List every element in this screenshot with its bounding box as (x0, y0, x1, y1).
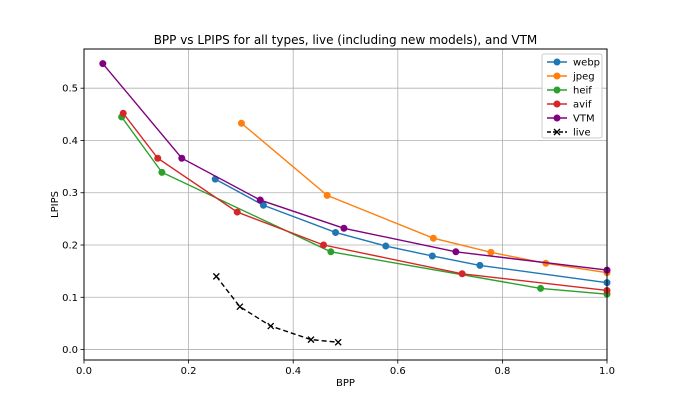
data-point-webp (476, 261, 484, 269)
data-point-live (212, 272, 220, 280)
legend-item-avif: avif (547, 100, 592, 111)
legend-label-live: live (573, 128, 591, 139)
data-point-live (307, 336, 315, 344)
data-point-vtm (340, 224, 348, 232)
data-point-jpeg (487, 248, 495, 256)
legend-item-jpeg: jpeg (547, 72, 595, 83)
legend-marker-jpeg (553, 72, 561, 80)
data-point-jpeg (429, 234, 437, 242)
legend-items: webp jpeg heif avif VTM live (547, 58, 600, 139)
data-point-heif (327, 248, 335, 256)
data-point-webp (259, 201, 267, 209)
legend-marker-avif (553, 100, 561, 108)
series-line-avif (122, 112, 608, 292)
data-point-live-stroke-b (267, 322, 275, 330)
series-line-live (215, 275, 339, 343)
x-tick-label: 0.2 (181, 366, 197, 377)
x-tick-label: 0.4 (285, 366, 301, 377)
legend-marker-vtm (553, 114, 561, 122)
data-point-live (334, 338, 342, 346)
series-line-webp (214, 178, 608, 284)
x-tick-label: 0.8 (494, 366, 510, 377)
x-axis-label: BPP (336, 378, 355, 389)
data-point-live (236, 303, 244, 311)
y-tick-label: 0.3 (62, 188, 78, 199)
x-axis-ticks: 0.0 0.2 0.4 0.6 0.8 1.0 (76, 360, 615, 377)
y-axis-label: LPIPS (50, 191, 61, 218)
data-point-avif (119, 109, 127, 117)
legend-label-webp: webp (573, 58, 600, 69)
series-line-heif (121, 116, 608, 295)
legend-label-jpeg: jpeg (572, 72, 595, 83)
series-line-jpeg (240, 122, 608, 274)
series-avif (119, 109, 611, 294)
data-point-avif (233, 208, 241, 216)
data-point-webp (382, 242, 390, 250)
y-tick-label: 0.1 (62, 293, 78, 304)
data-point-vtm (256, 196, 264, 204)
series-jpeg (237, 119, 611, 277)
data-point-jpeg (237, 119, 245, 127)
data-point-webp (332, 228, 340, 236)
x-tick-label: 1.0 (599, 366, 615, 377)
legend-label-avif: avif (573, 100, 592, 111)
data-point-vtm (99, 60, 107, 68)
data-point-avif (154, 154, 162, 162)
grid-lines (83, 49, 608, 360)
data-point-live-stroke-b (307, 336, 315, 344)
data-point-webp (428, 252, 436, 260)
data-point-avif (458, 270, 466, 278)
data-point-live-stroke-b (236, 303, 244, 311)
data-point-heif (537, 284, 545, 292)
y-tick-label: 0.5 (62, 84, 78, 95)
series-line-vtm (102, 63, 608, 271)
series-layer (99, 60, 611, 346)
y-tick-label: 0.0 (62, 345, 78, 356)
series-live (212, 272, 342, 346)
data-point-jpeg (323, 191, 331, 199)
data-point-live (267, 322, 275, 330)
legend-label-heif: heif (573, 86, 592, 97)
series-heif (118, 113, 611, 298)
legend-item-vtm: VTM (547, 114, 595, 125)
legend-marker-heif (553, 86, 561, 94)
data-point-avif (320, 241, 328, 249)
y-axis-ticks: 0.0 0.1 0.2 0.3 0.4 0.5 (62, 84, 84, 356)
y-tick-label: 0.4 (62, 136, 78, 147)
legend-marker-live (553, 128, 561, 136)
x-tick-label: 0.6 (390, 366, 406, 377)
legend-item-webp: webp (547, 58, 600, 69)
x-tick-label: 0.0 (76, 366, 92, 377)
series-vtm (99, 60, 611, 274)
data-point-heif (158, 168, 166, 176)
data-point-vtm (452, 248, 460, 256)
y-tick-label: 0.2 (62, 241, 78, 252)
legend: webp jpeg heif avif VTM live (541, 53, 603, 139)
chart-title: BPP vs LPIPS for all types, live (includ… (154, 33, 538, 47)
plot-area-frame (83, 48, 608, 361)
legend-marker-live-stroke-b (553, 128, 561, 136)
legend-label-vtm: VTM (573, 114, 595, 125)
data-point-live-stroke-b (212, 272, 220, 280)
legend-marker-webp (553, 58, 561, 66)
data-point-live-stroke-b (334, 338, 342, 346)
data-point-vtm (178, 154, 186, 162)
legend-item-live: live (547, 128, 591, 139)
legend-item-heif: heif (547, 86, 592, 97)
